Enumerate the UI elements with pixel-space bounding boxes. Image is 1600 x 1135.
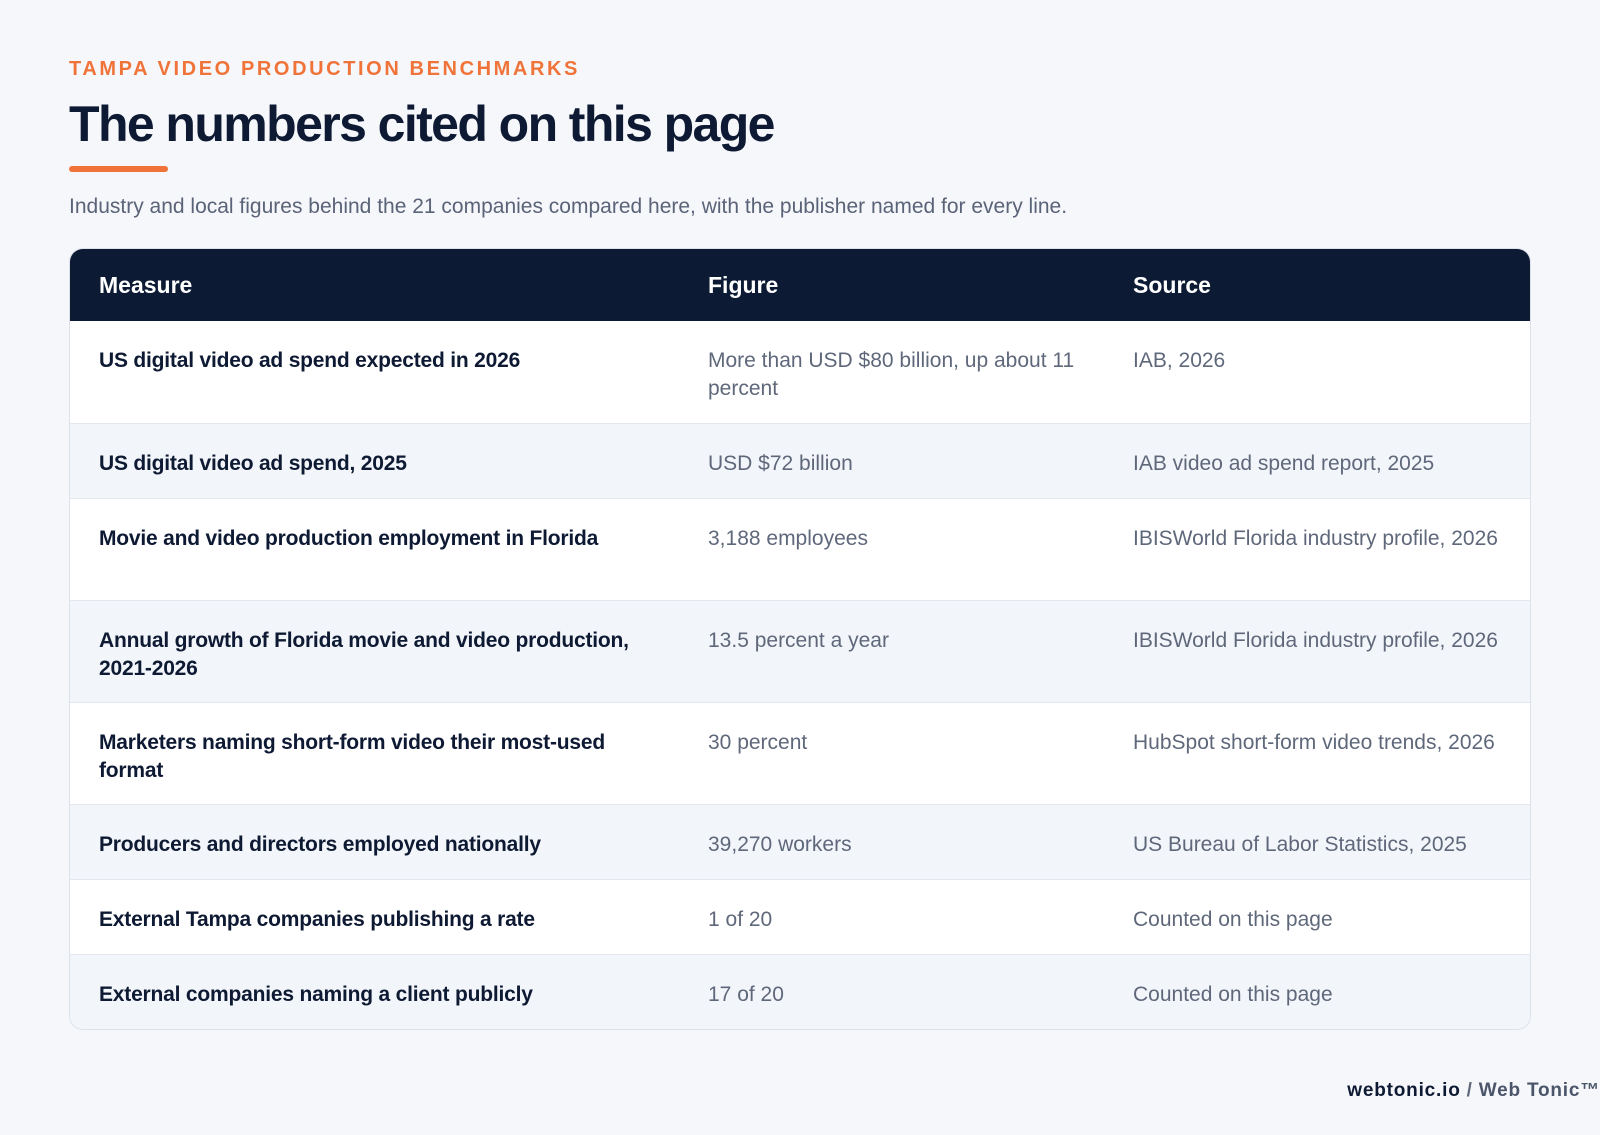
figure-cell: 1 of 20 <box>679 878 1104 954</box>
table-row: Annual growth of Florida movie and video… <box>70 599 1530 702</box>
table-row: External companies naming a client publi… <box>70 953 1530 1029</box>
figure-cell: 17 of 20 <box>679 953 1104 1029</box>
measure-cell: External Tampa companies publishing a ra… <box>70 878 679 954</box>
column-header-figure: Figure <box>679 249 1104 321</box>
figure-cell: 30 percent <box>679 701 1104 804</box>
page-subtitle: Industry and local figures behind the 21… <box>69 195 1068 218</box>
benchmarks-table: Measure Figure Source US digital video a… <box>70 249 1530 1029</box>
column-header-source: Source <box>1104 249 1530 321</box>
source-cell: Counted on this page <box>1104 878 1530 954</box>
measure-cell: US digital video ad spend expected in 20… <box>99 349 521 372</box>
table-header-row: Measure Figure Source <box>70 249 1530 321</box>
source-cell: US Bureau of Labor Statistics, 2025 <box>1104 803 1530 879</box>
measure-cell: Annual growth of Florida movie and video… <box>70 599 679 702</box>
table-row: US digital video ad spend, 2025 USD $72 … <box>70 422 1530 498</box>
figure-cell: 3,188 employees <box>679 497 1104 600</box>
column-header-measure: Measure <box>70 249 679 321</box>
table-row: US digital video ad spend expected in 20… <box>70 321 1530 423</box>
table-row: External Tampa companies publishing a ra… <box>70 878 1530 954</box>
figure-cell: USD $72 billion <box>679 422 1104 498</box>
source-cell: HubSpot short-form video trends, 2026 <box>1104 701 1530 804</box>
source-cell: Counted on this page <box>1104 953 1530 1029</box>
source-cell: IBISWorld Florida industry profile, 2026 <box>1104 497 1530 600</box>
figure-cell: More than USD $80 billion, up about 11 p… <box>708 349 1075 400</box>
measure-cell: Marketers naming short-form video their … <box>70 701 679 804</box>
table-row: Movie and video production employment in… <box>70 497 1530 600</box>
measure-cell: US digital video ad spend, 2025 <box>70 422 679 498</box>
title-accent-rule <box>69 166 168 172</box>
footer-separator: / <box>1466 1080 1473 1101</box>
source-cell: IBISWorld Florida industry profile, 2026 <box>1104 599 1530 702</box>
eyebrow-label: TAMPA VIDEO PRODUCTION BENCHMARKS <box>69 58 580 80</box>
table-row: Producers and directors employed nationa… <box>70 803 1530 879</box>
footer-credit: webtonic.io / Web Tonic™ <box>1276 1080 1600 1102</box>
measure-cell: Producers and directors employed nationa… <box>70 803 679 879</box>
measure-cell: Movie and video production employment in… <box>70 497 679 600</box>
measure-cell: External companies naming a client publi… <box>70 953 679 1029</box>
table-row: Marketers naming short-form video their … <box>70 701 1530 804</box>
page-title: The numbers cited on this page <box>69 96 775 152</box>
footer-brand: Web Tonic™ <box>1478 1080 1600 1101</box>
footer-domain: webtonic.io <box>1347 1080 1461 1101</box>
benchmarks-table-card: Measure Figure Source US digital video a… <box>69 248 1531 1030</box>
source-cell: IAB, 2026 <box>1133 349 1226 372</box>
figure-cell: 13.5 percent a year <box>679 599 1104 702</box>
figure-cell: 39,270 workers <box>679 803 1104 879</box>
source-cell: IAB video ad spend report, 2025 <box>1104 422 1530 498</box>
